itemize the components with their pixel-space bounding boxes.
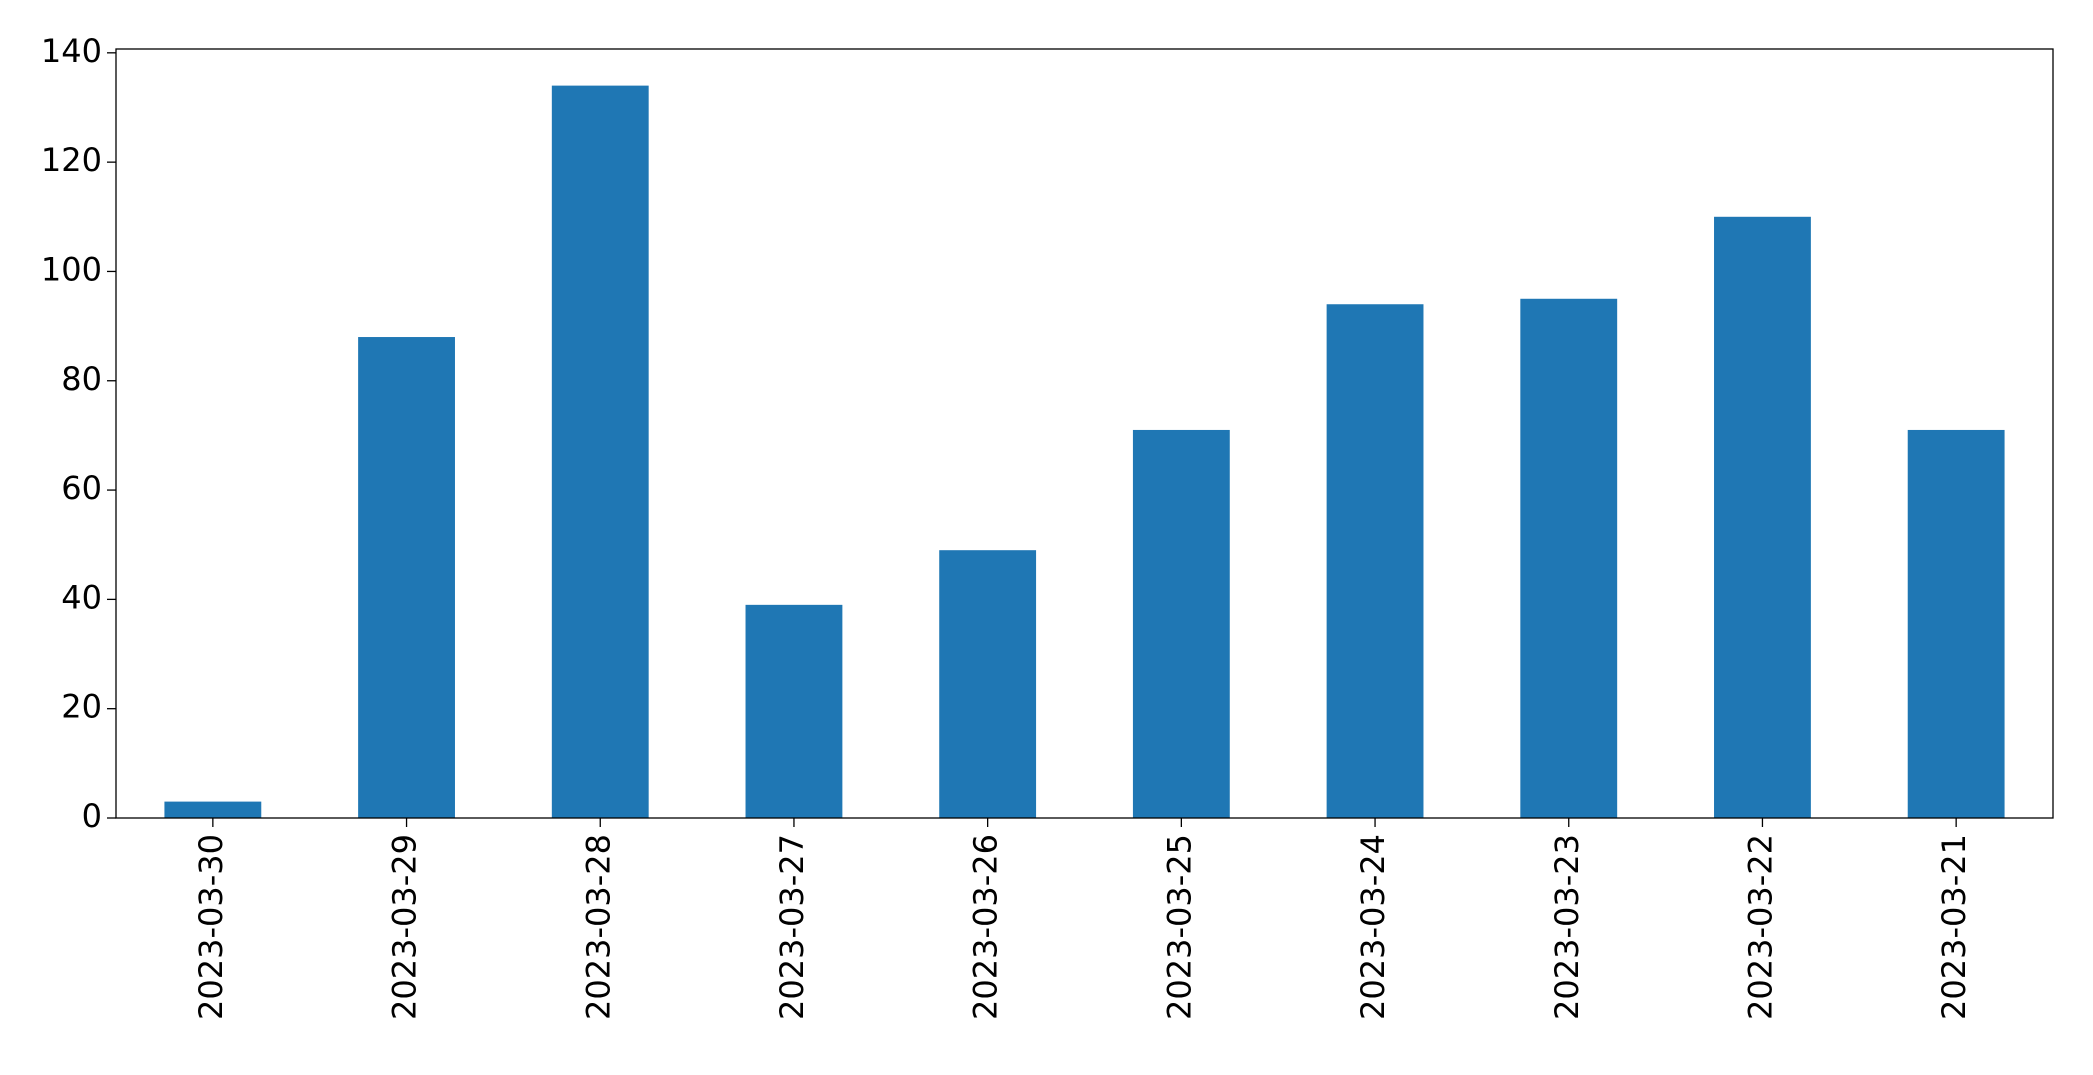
y-tick-label: 100 — [41, 250, 102, 288]
bar — [358, 337, 455, 818]
x-tick-label: 2023-03-21 — [1935, 834, 1973, 1020]
bar — [551, 85, 649, 819]
x-tick-label: 2023-03-27 — [773, 834, 811, 1020]
y-tick-label: 20 — [61, 688, 102, 726]
axes-frame — [115, 48, 2054, 819]
x-tick-label: 2023-03-23 — [1548, 834, 1586, 1020]
bar — [1907, 429, 2005, 818]
x-tick-label: 2023-03-28 — [579, 834, 617, 1020]
y-tick-label: 40 — [61, 578, 102, 616]
x-tick-label: 2023-03-26 — [967, 834, 1005, 1020]
x-tick-label: 2023-03-29 — [386, 834, 424, 1020]
y-tick-label: 80 — [61, 360, 102, 398]
bar — [939, 550, 1037, 818]
x-tick-label: 2023-03-30 — [192, 834, 230, 1020]
y-tick-label: 120 — [41, 141, 102, 179]
bar — [1714, 216, 1811, 818]
bar — [745, 604, 843, 818]
bar — [1132, 429, 1230, 818]
x-tick-label: 2023-03-24 — [1354, 834, 1392, 1020]
y-tick-label: 0 — [82, 797, 102, 835]
y-tick-label: 140 — [41, 32, 102, 70]
bar — [1520, 298, 1618, 819]
bar — [1326, 304, 1424, 818]
y-tick-label: 60 — [61, 469, 102, 507]
x-tick-label: 2023-03-25 — [1160, 834, 1198, 1020]
bar — [164, 801, 262, 818]
x-tick-label: 2023-03-22 — [1741, 834, 1779, 1020]
